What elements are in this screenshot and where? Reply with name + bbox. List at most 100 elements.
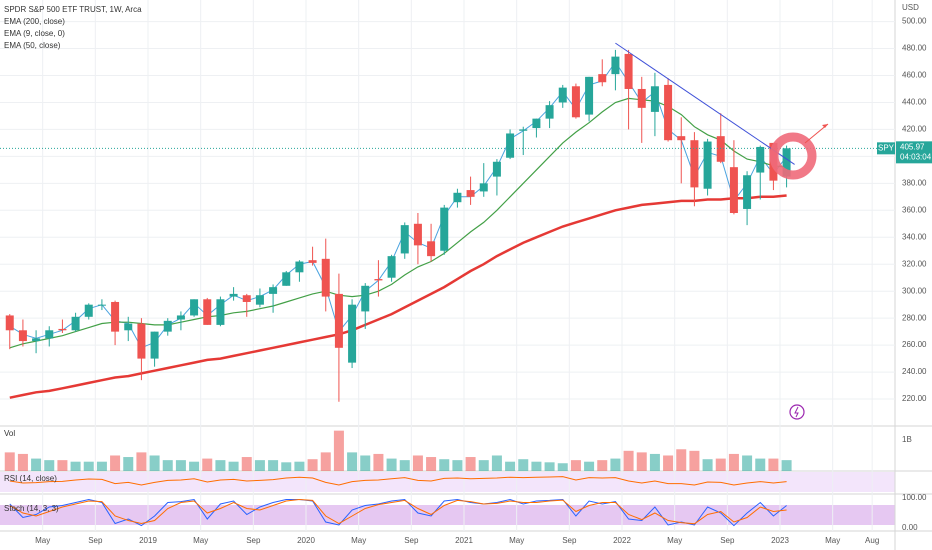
candle-body — [585, 76, 594, 115]
candle-body — [413, 223, 422, 246]
x-tick-label: Aug — [865, 536, 879, 545]
x-tick-label: May — [193, 536, 208, 545]
rsi-line — [9, 476, 787, 486]
volume-bar — [412, 455, 423, 471]
y-tick-label: 500.00 — [902, 17, 927, 26]
volume-bar — [781, 460, 792, 471]
volume-bar — [373, 453, 384, 471]
volume-bar — [360, 455, 371, 471]
volume-bar — [175, 460, 186, 471]
x-tick-label: 2020 — [297, 536, 315, 545]
volume-bar — [44, 460, 55, 471]
candle-body — [308, 260, 317, 263]
candle-body — [598, 74, 607, 83]
candle-body — [216, 299, 225, 325]
volume-bar — [70, 461, 81, 471]
candle-body — [650, 86, 659, 112]
volume-bar — [544, 462, 555, 471]
x-tick-label: Sep — [404, 536, 419, 545]
volume-bar — [768, 458, 779, 471]
candle-body — [124, 323, 133, 331]
volume-bar — [17, 453, 28, 471]
candle-body — [111, 301, 120, 332]
x-tick-label: Sep — [246, 536, 261, 545]
candle-body — [229, 293, 238, 297]
volume-bar — [676, 449, 687, 471]
volume-bar — [241, 457, 252, 471]
volume-bar — [702, 459, 713, 471]
stoch-band — [0, 505, 895, 525]
candle-body — [729, 167, 738, 213]
y-tick-label: 440.00 — [902, 98, 927, 107]
volume-bar — [439, 459, 450, 471]
stoch-tick-label: 100.00 — [902, 493, 927, 502]
candle-body — [558, 87, 567, 103]
candle-body — [5, 315, 14, 331]
candle-body — [321, 258, 330, 297]
volume-bar — [57, 460, 68, 471]
volume-bar — [663, 455, 674, 471]
volume-bar — [570, 460, 581, 471]
candle-body — [519, 129, 528, 131]
price-tag — [896, 141, 932, 164]
candle-body — [348, 304, 357, 363]
trendline — [615, 42, 795, 165]
volume-bar — [4, 452, 15, 471]
y-tick-label: 340.00 — [902, 232, 927, 241]
candle-body — [282, 272, 291, 286]
volume-bar — [347, 452, 358, 471]
rsi-title: RSI (14, close) — [4, 474, 57, 483]
y-tick-label: 220.00 — [902, 394, 927, 403]
candle-body — [637, 88, 646, 108]
volume-bar — [189, 461, 200, 471]
candle-body — [677, 136, 686, 141]
x-tick-label: Sep — [562, 536, 577, 545]
legend-entry: EMA (50, close) — [4, 41, 61, 50]
y-tick-label: 280.00 — [902, 313, 927, 322]
candle-body — [84, 304, 93, 317]
candle-body — [571, 86, 580, 118]
x-tick-label: May — [667, 536, 682, 545]
candle-body — [690, 140, 699, 188]
candle-body — [334, 293, 343, 348]
volume-bar — [491, 455, 502, 471]
y-tick-label: 240.00 — [902, 367, 927, 376]
countdown: 04:03:04 — [900, 152, 932, 161]
candle-body — [703, 141, 712, 189]
highlight-circle — [769, 132, 817, 180]
volume-bar — [649, 453, 660, 471]
candle-body — [71, 316, 80, 331]
currency: USD — [902, 3, 919, 12]
candle-body — [295, 261, 304, 273]
volume-bar — [202, 458, 213, 471]
volume-bar — [623, 450, 634, 471]
last-price: 405.97 — [900, 142, 925, 151]
legend-entry: EMA (9, close, 0) — [4, 29, 65, 38]
volume-bar — [518, 459, 529, 471]
rsi-band — [0, 472, 895, 492]
volume-bar — [307, 459, 318, 471]
volume-bar — [83, 461, 94, 471]
event-bolt — [794, 406, 799, 418]
x-tick-label: Sep — [88, 536, 103, 545]
volume-bar — [386, 458, 397, 471]
y-tick-label: 320.00 — [902, 259, 927, 268]
volume-bar — [399, 460, 410, 471]
candle-body — [545, 105, 554, 119]
volume-bar — [610, 458, 621, 471]
candle-body — [361, 285, 370, 312]
candle-body — [506, 133, 515, 158]
candle-body — [242, 295, 251, 302]
volume-bar — [531, 461, 542, 471]
candle-body — [624, 53, 633, 89]
event-icon — [789, 404, 805, 420]
x-tick-label: May — [825, 536, 840, 545]
legend-entry: EMA (200, close) — [4, 17, 65, 26]
volume-bar — [294, 461, 305, 471]
y-tick-label: 360.00 — [902, 205, 927, 214]
candle-body — [427, 241, 436, 257]
candle-body — [611, 56, 620, 75]
candle-body — [374, 279, 383, 281]
x-tick-label: 2021 — [455, 536, 473, 545]
x-tick-label: May — [35, 536, 50, 545]
